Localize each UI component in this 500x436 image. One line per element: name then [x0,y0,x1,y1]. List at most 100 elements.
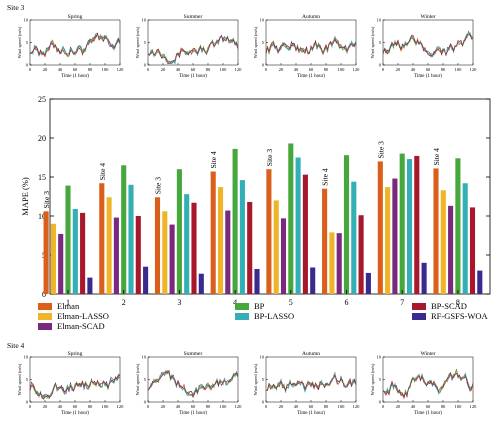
x-tick-label: 20 [279,404,284,409]
bar [247,201,253,294]
x-tick-label: 60 [309,67,314,72]
bar [273,200,279,294]
season-panel: Autumn 0 20 40 60 80 100 120 0 5 10 Time (1 hour) Wi… [253,351,360,416]
season-title: Autumn [302,351,320,357]
season-panel: Summer 0 20 40 60 80 100 120 0 5 10 Time (1 hour) Wi… [135,351,242,416]
bar [128,184,134,294]
bar [455,158,461,294]
x-axis-label: Time (1 hour) [297,411,325,416]
y-tick-label: 5 [379,40,382,45]
series-line [147,369,239,398]
y-tick-label: 5 [144,377,147,382]
series-line [265,38,357,55]
x-tick-label: 40 [294,67,299,72]
y-axis-label: Wind speed (m/s) [135,363,140,395]
y-axis-label: MAPE (%) [20,177,30,216]
bar [65,185,71,294]
season-title: Spring [68,351,83,357]
season-title: Summer [184,14,203,20]
bar [121,165,127,294]
bar [414,155,420,294]
bar [58,233,64,294]
x-tick-label: 20 [161,67,166,72]
legend-swatch [412,303,426,310]
season-panel: Autumn 0 20 40 60 80 100 120 0 5 10 Time (1 hour) Wi… [253,14,360,79]
bar [477,270,483,294]
series-line [29,32,121,58]
series-line [382,32,474,57]
legend-label: Elman [57,301,80,311]
x-tick-label: 0 [382,404,385,409]
x-tick-label: 60 [426,404,431,409]
series-line [265,36,357,55]
season-panel: Winter 0 20 40 60 80 100 120 0 5 10 Time (1 hour) Wi… [370,351,477,416]
bar [377,161,383,294]
y-tick-label: 5 [26,40,29,45]
x-tick-label: 0 [29,404,32,409]
x-tick-label: 120 [117,404,125,409]
bar [191,202,197,294]
y-tick-label: 0 [379,400,382,405]
series-line [29,373,121,401]
x-tick-label: 40 [176,404,181,409]
x-tick-label: 80 [88,67,93,72]
bar [336,233,342,294]
x-tick-label: 80 [441,67,446,72]
x-tick-label: 100 [220,67,228,72]
x-axis-label: Time (1 hour) [179,411,207,416]
series-line [382,31,474,58]
season-title: Summer [184,351,203,357]
legend-label: BP-LASSO [254,311,294,321]
y-tick-label: 10 [142,18,147,23]
mape-bar-chart: 0 5 10 15 20 25 MAPE (%) 1 Site 3 2 Site 4 3 Site 3 4… [20,95,491,307]
bar [87,277,93,294]
x-tick-label: 60 [191,404,196,409]
bar [406,159,413,294]
panel-frame [382,19,474,66]
x-axis-label: Time (1 hour) [61,74,89,79]
bar [135,216,141,294]
bar [365,272,371,294]
x-tick-label: 0 [147,67,150,72]
series-line [29,374,121,400]
bar [266,169,272,294]
x-tick-label: 40 [58,404,63,409]
x-tick-label: 60 [191,67,196,72]
bar [329,232,335,294]
y-tick-label: 25 [38,95,46,104]
bar [462,183,468,294]
bar [106,197,112,294]
x-tick-label: 20 [396,67,401,72]
x-tick-label: 1 [66,298,70,307]
series-line [382,372,474,397]
bar [99,183,105,294]
series-line [147,34,239,64]
x-tick-label: 120 [470,67,478,72]
x-tick-label: 3 [177,298,181,307]
y-tick-label: 10 [260,355,265,360]
legend-label: BP-SCAD [431,301,467,311]
bar [239,180,245,294]
y-tick-label: 0 [379,63,382,68]
x-tick-label: 80 [324,67,329,72]
x-tick-label: 20 [161,404,166,409]
bar [440,190,446,294]
x-tick-label: 20 [43,404,48,409]
bar [217,187,224,294]
x-axis-label: Time (1 hour) [414,411,442,416]
season-panel: Spring 0 20 40 60 80 100 120 0 5 10 Time (1 hour) Wi… [17,351,124,416]
x-tick-label: 120 [353,404,361,409]
x-tick-label: 120 [353,67,361,72]
legend-label: RF-GSFS-WOA [431,311,489,321]
bar [50,223,56,294]
series-line [147,370,239,396]
season-title: Spring [68,14,83,20]
series-line [147,34,239,65]
y-tick-label: 0 [26,63,29,68]
bar [385,187,391,294]
series-line [29,34,121,57]
legend-label: Elman-LASSO [57,311,109,321]
series-line [382,369,474,398]
